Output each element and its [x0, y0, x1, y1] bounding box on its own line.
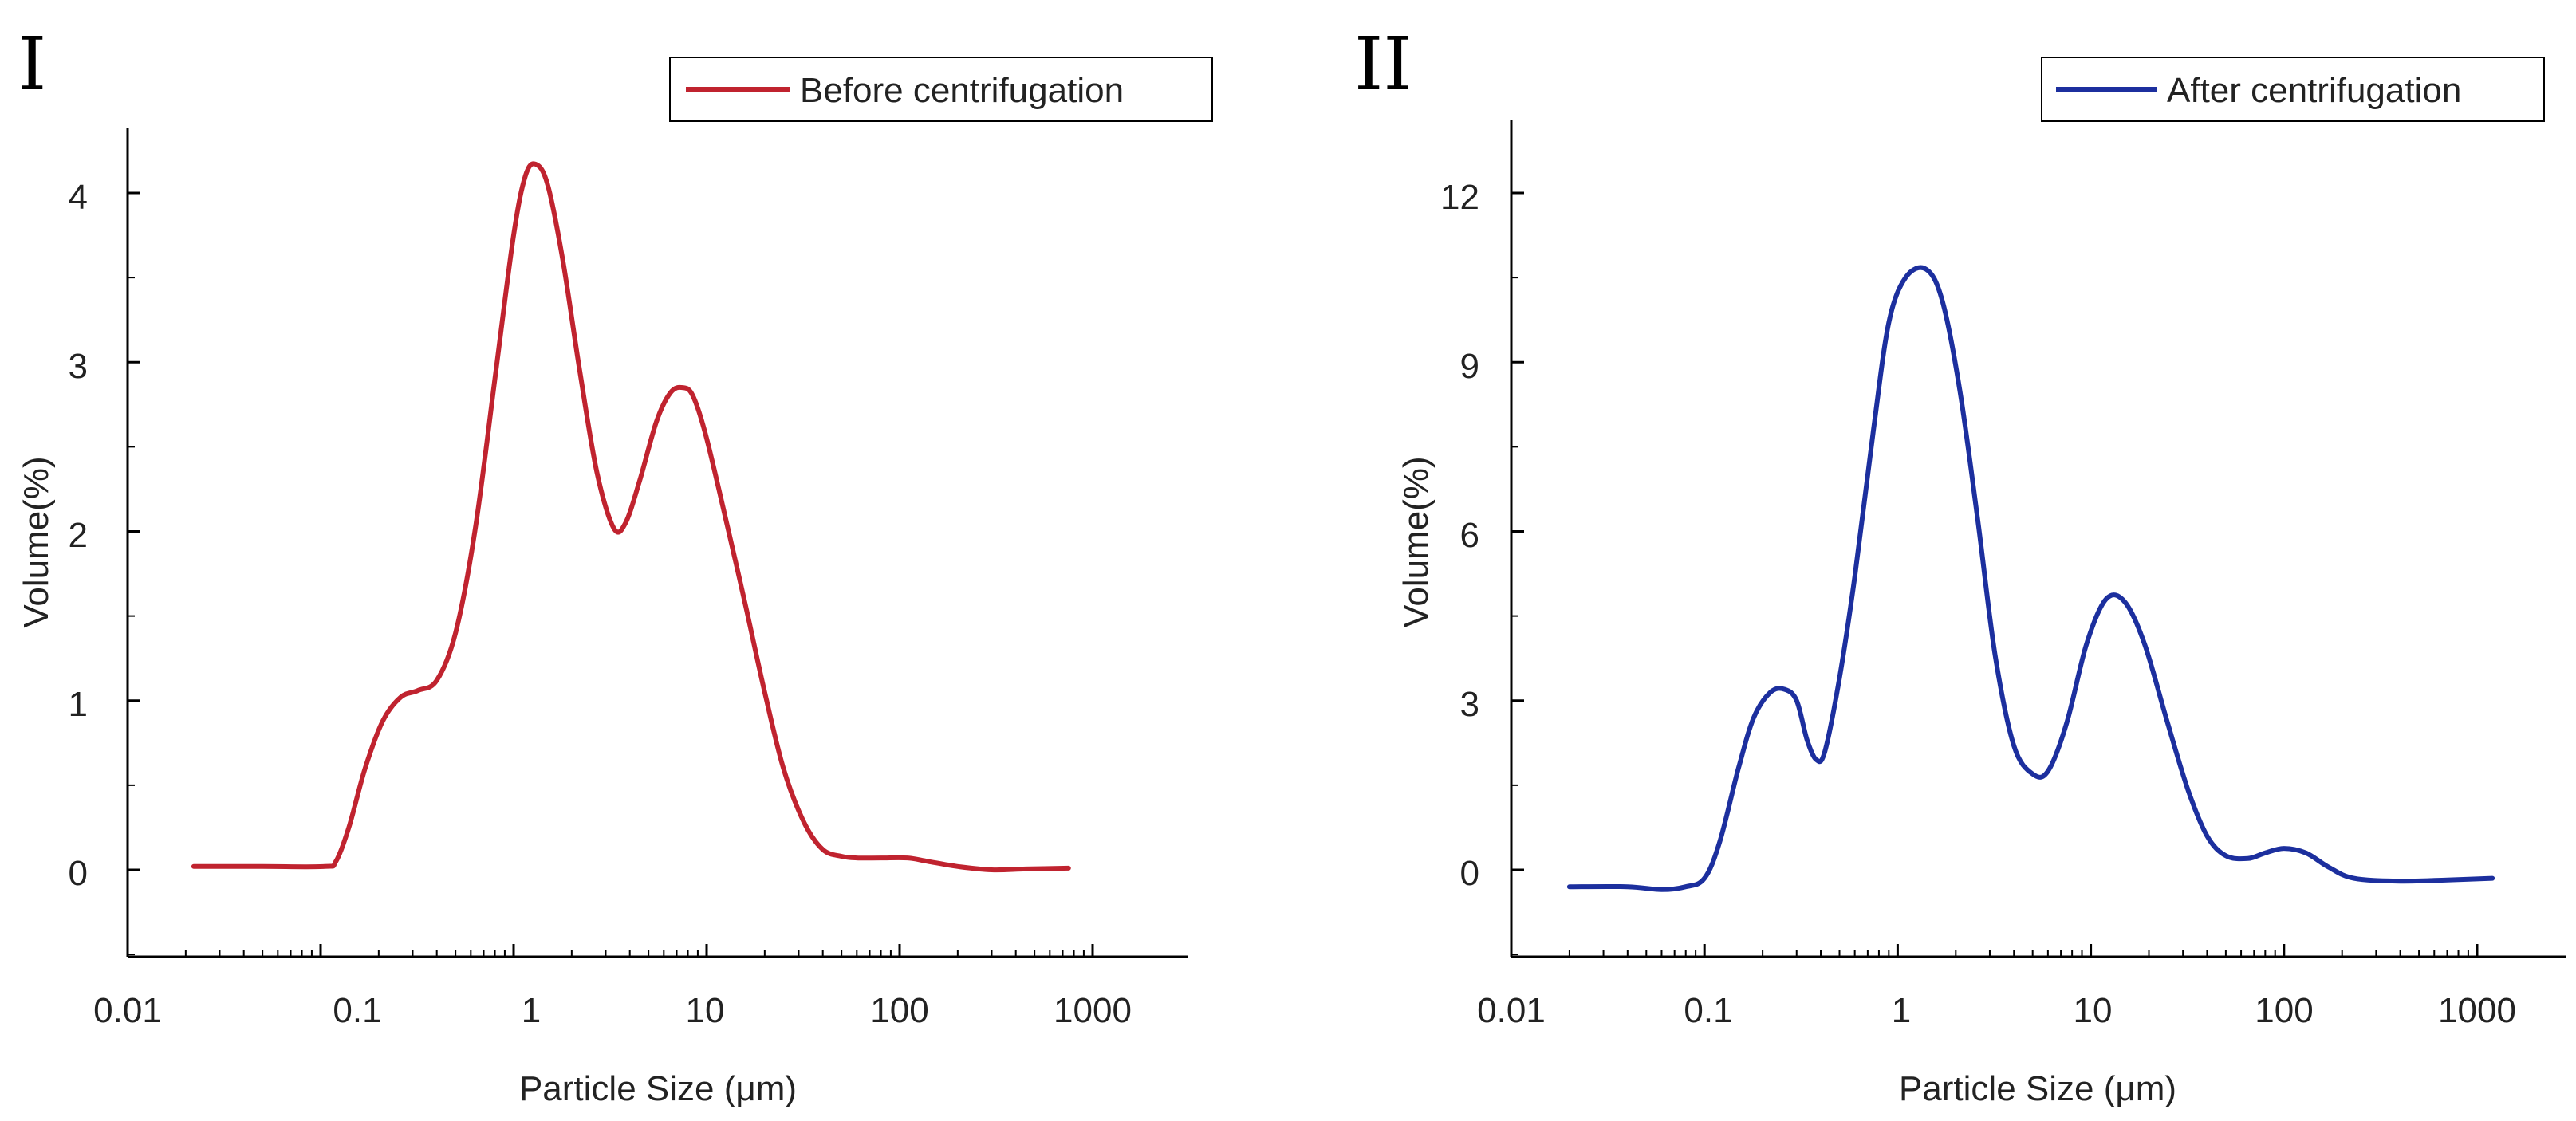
x-tick-label-2-4: 100 [2255, 991, 2313, 1030]
panel-label-1: I [18, 22, 46, 107]
x-tick-label-1-2: 1 [522, 991, 541, 1030]
y-tick-label-1-1: 1 [69, 685, 88, 724]
chart-panel-2: II 0.01 0.1 1 10 100 1000 0 3 6 9 12 Par… [1354, 22, 2566, 1108]
x-tick-label-1-1: 0.1 [333, 991, 381, 1030]
y-tick-label-2-1: 3 [1460, 685, 1479, 724]
x-axis-title-2: Particle Size (μm) [1899, 1069, 2176, 1108]
x-tick-label-1-0: 0.01 [93, 991, 162, 1030]
y-ticks-1 [128, 191, 140, 956]
x-tick-label-1-5: 1000 [1054, 991, 1132, 1030]
y-axis-title-2: Volume(%) [1396, 456, 1436, 627]
y-tick-label-1-4: 4 [69, 178, 88, 217]
y-tick-label-1-3: 3 [69, 347, 88, 386]
panel-label-2: II [1354, 22, 1412, 107]
y-tick-label-1-2: 2 [69, 516, 88, 555]
x-axis-title-1: Particle Size (μm) [519, 1069, 797, 1108]
data-line-after-centrifugation [1566, 265, 2495, 892]
x-tick-label-1-3: 10 [686, 991, 725, 1030]
x-tick-label-2-1: 0.1 [1684, 991, 1732, 1030]
y-tick-label-1-0: 0 [69, 854, 88, 893]
y-tick-label-2-0: 0 [1460, 854, 1479, 893]
y-tick-label-2-4: 12 [1440, 178, 1479, 217]
chart-panel-1: I 0.01 0.1 1 10 100 1000 0 1 2 3 4 Parti… [17, 22, 1213, 1108]
x-tick-label-2-2: 1 [1892, 991, 1911, 1030]
legend-1: Before centrifugation [669, 57, 1213, 122]
x-tick-label-2-5: 1000 [2438, 991, 2516, 1030]
legend-2: After centrifugation [2041, 57, 2545, 122]
y-tick-label-2-2: 6 [1460, 516, 1479, 555]
y-ticks-2 [1511, 191, 1524, 956]
x-ticks-2 [1510, 944, 2479, 957]
legend-label-before: Before centrifugation [800, 71, 1124, 110]
y-axis-title-1: Volume(%) [17, 456, 56, 627]
x-tick-label-1-4: 100 [870, 991, 928, 1030]
x-ticks-1 [126, 944, 1094, 957]
data-line-before-centrifugation [191, 161, 1071, 873]
x-tick-label-2-3: 10 [2074, 991, 2113, 1030]
x-tick-label-2-0: 0.01 [1477, 991, 1546, 1030]
legend-label-after: After centrifugation [2167, 71, 2461, 110]
y-tick-label-2-3: 9 [1460, 347, 1479, 386]
